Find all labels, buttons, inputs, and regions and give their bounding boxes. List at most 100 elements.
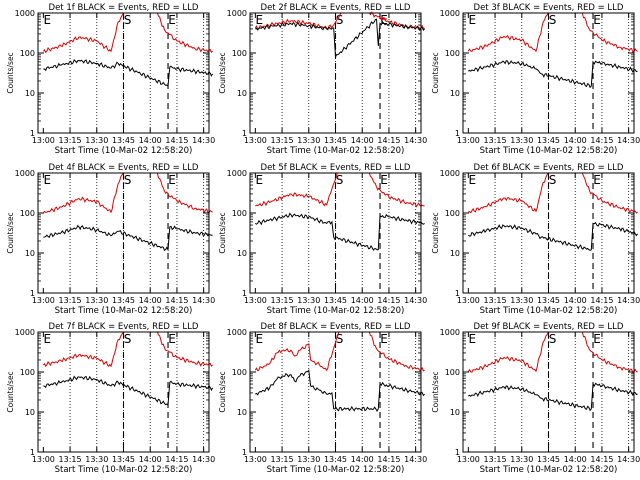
x-tick-label: 13:45	[537, 455, 560, 464]
y-tick-label: 100	[445, 368, 460, 377]
y-tick-label: 100	[232, 209, 247, 218]
series-line-events	[43, 59, 214, 87]
y-axis-label: Counts/sec	[6, 52, 15, 93]
y-axis-label: Counts/sec	[218, 371, 227, 412]
y-axis-label: Counts/sec	[218, 52, 227, 93]
x-tick-label: 14:30	[617, 455, 640, 464]
x-tick-label: 14:30	[192, 296, 215, 305]
x-tick-label: 14:00	[139, 136, 162, 145]
marker-label: E	[469, 332, 477, 346]
y-tick-label: 1000	[15, 169, 35, 178]
x-tick-label: 13:30	[85, 296, 108, 305]
y-tick-label: 1	[242, 289, 247, 298]
x-tick-label: 14:15	[377, 296, 400, 305]
marker-label: E	[380, 173, 388, 187]
x-tick-label: 14:15	[165, 296, 188, 305]
y-tick-label: 100	[20, 209, 35, 218]
y-tick-label: 10	[450, 89, 460, 98]
x-tick-label: 13:00	[244, 136, 267, 145]
x-tick-label: 13:45	[112, 296, 135, 305]
x-tick-label: 14:00	[139, 296, 162, 305]
x-tick-label: 14:15	[165, 136, 188, 145]
x-tick-label: 14:15	[590, 296, 613, 305]
y-tick-label: 10	[25, 249, 35, 258]
y-tick-label: 1000	[440, 9, 460, 18]
x-tick-label: 13:45	[112, 136, 135, 145]
x-tick-label: 14:00	[564, 136, 587, 145]
x-tick-label: 13:15	[59, 296, 82, 305]
x-tick-label: 13:30	[297, 296, 320, 305]
y-tick-label: 100	[445, 49, 460, 58]
x-axis-label: Start Time (10-Mar-02 12:58:20)	[55, 306, 193, 316]
chart-title: Det 4f BLACK = Events, RED = LLD	[49, 163, 199, 173]
marker-label: S	[124, 13, 132, 27]
y-tick-label: 100	[445, 209, 460, 218]
x-tick-label: 13:15	[59, 455, 82, 464]
marker-label: E	[469, 173, 477, 187]
y-tick-label: 1	[455, 448, 460, 457]
y-tick-label: 10	[25, 408, 35, 417]
y-axis-label: Counts/sec	[431, 212, 440, 253]
marker-label: E	[168, 13, 176, 27]
x-tick-label: 13:45	[324, 136, 347, 145]
series-line-lld	[254, 11, 425, 31]
x-axis-label: Start Time (10-Mar-02 12:58:20)	[267, 465, 405, 475]
series-line-events	[468, 60, 638, 89]
series-line-events	[43, 224, 213, 252]
x-tick-label: 14:30	[404, 455, 427, 464]
y-tick-label: 1000	[227, 328, 247, 337]
x-axis-label: Start Time (10-Mar-02 12:58:20)	[480, 465, 618, 475]
x-tick-label: 13:00	[32, 296, 55, 305]
marker-label: E	[593, 332, 601, 346]
y-tick-label: 1	[30, 448, 35, 457]
y-tick-label: 100	[232, 49, 247, 58]
y-tick-label: 1000	[227, 9, 247, 18]
series-line-events	[43, 375, 214, 406]
x-tick-label: 14:30	[192, 136, 215, 145]
x-tick-label: 13:45	[537, 136, 560, 145]
x-tick-label: 13:15	[484, 455, 507, 464]
marker-label: E	[380, 13, 388, 27]
chart-title: Det 9f BLACK = Events, RED = LLD	[474, 322, 624, 332]
y-axis-label: Counts/sec	[431, 371, 440, 412]
x-tick-label: 14:30	[404, 136, 427, 145]
x-tick-label: 13:00	[244, 455, 267, 464]
y-tick-label: 10	[237, 89, 247, 98]
series-line-events	[255, 18, 425, 59]
y-axis-label: Counts/sec	[431, 52, 440, 93]
x-tick-label: 13:00	[32, 136, 55, 145]
x-tick-label: 13:30	[297, 455, 320, 464]
marker-label: S	[336, 173, 344, 187]
y-tick-label: 1	[242, 129, 247, 138]
x-tick-label: 14:30	[404, 296, 427, 305]
marker-label: E	[44, 13, 52, 27]
y-axis-label: Counts/sec	[218, 212, 227, 253]
x-tick-label: 13:15	[484, 136, 507, 145]
series-line-events	[255, 212, 425, 252]
x-tick-label: 13:30	[297, 136, 320, 145]
x-tick-label: 14:00	[564, 455, 587, 464]
marker-label: E	[256, 13, 264, 27]
y-tick-label: 1	[455, 289, 460, 298]
x-tick-label: 13:30	[85, 455, 108, 464]
x-tick-label: 14:00	[351, 296, 374, 305]
marker-label: E	[593, 173, 601, 187]
y-tick-label: 10	[450, 249, 460, 258]
marker-label: S	[336, 332, 344, 346]
y-axis-label: Counts/sec	[6, 212, 15, 253]
y-tick-label: 1	[30, 289, 35, 298]
y-tick-label: 1000	[227, 169, 247, 178]
marker-label: E	[380, 332, 388, 346]
chart-title: Det 7f BLACK = Events, RED = LLD	[49, 322, 199, 332]
marker-label: E	[168, 332, 176, 346]
x-axis-label: Start Time (10-Mar-02 12:58:20)	[267, 306, 405, 316]
y-tick-label: 1000	[440, 169, 460, 178]
marker-label: S	[549, 332, 557, 346]
